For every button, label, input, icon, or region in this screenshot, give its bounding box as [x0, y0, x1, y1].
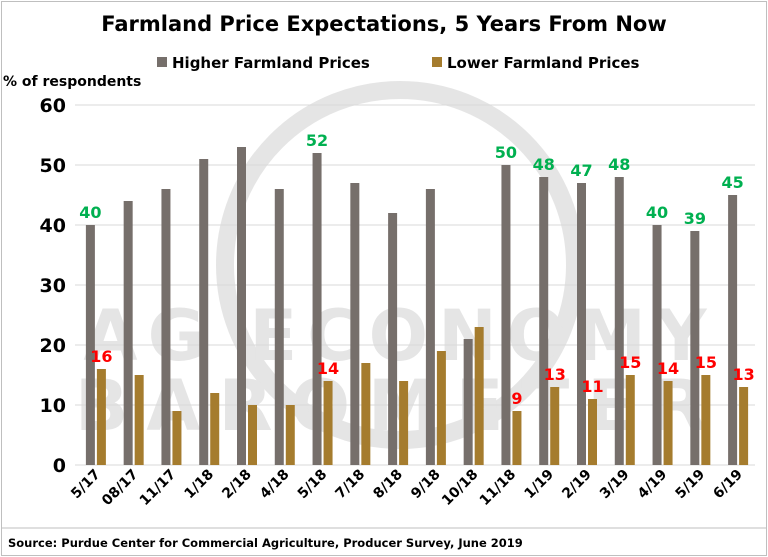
- legend-label: Lower Farmland Prices: [447, 54, 640, 72]
- bar-higher: [463, 339, 473, 465]
- bar-higher: [274, 189, 284, 465]
- legend-swatch: [157, 57, 167, 67]
- bar-lower: [323, 381, 333, 465]
- data-label: 47: [570, 161, 592, 180]
- x-tick-label: 1/19: [521, 467, 557, 503]
- bar-lower: [512, 411, 522, 465]
- y-axis-label: % of respondents: [3, 74, 141, 90]
- bar-higher: [123, 201, 133, 465]
- bar-higher: [728, 195, 738, 465]
- y-tick-label: 30: [40, 275, 66, 297]
- data-label: 15: [619, 353, 641, 372]
- x-tick-label: 2/18: [219, 467, 255, 503]
- data-label: 13: [544, 365, 566, 384]
- bar-higher: [237, 147, 246, 465]
- legend-label: Higher Farmland Prices: [172, 54, 370, 72]
- bar-lower: [550, 387, 560, 465]
- data-label: 39: [684, 209, 706, 228]
- bar-lower: [701, 375, 711, 465]
- bar-lower: [134, 375, 144, 465]
- data-label: 14: [657, 359, 679, 378]
- x-tick-label: 11/18: [477, 467, 519, 509]
- x-tick-label: 2/19: [559, 467, 595, 503]
- bar-higher: [350, 183, 360, 465]
- data-label: 48: [533, 155, 555, 174]
- bar-lower: [285, 405, 295, 465]
- x-tick-label: 8/18: [370, 467, 406, 503]
- data-label: 50: [495, 143, 517, 162]
- data-label: 16: [90, 347, 112, 366]
- bar-lower: [248, 405, 257, 465]
- data-label: 9: [511, 389, 522, 408]
- x-tick-label: 11/17: [137, 467, 179, 509]
- bar-lower: [172, 411, 182, 465]
- bar-higher: [199, 159, 209, 465]
- bar-higher: [614, 177, 624, 465]
- x-tick-label: 5/19: [673, 467, 709, 503]
- x-tick-label: 6/19: [710, 467, 746, 503]
- x-tick-label: 7/18: [333, 467, 369, 503]
- bar-lower: [399, 381, 409, 465]
- bar-lower: [436, 351, 446, 465]
- bar-higher: [690, 231, 700, 465]
- bar-higher: [85, 225, 95, 465]
- x-tick-label: 9/18: [408, 467, 444, 503]
- data-label: 15: [695, 353, 717, 372]
- bar-lower: [96, 369, 106, 465]
- y-tick-label: 10: [40, 395, 66, 417]
- bar-higher: [577, 183, 586, 465]
- x-tick-label: 1/18: [181, 467, 217, 503]
- y-tick-label: 20: [40, 335, 66, 357]
- x-tick-label: 3/19: [597, 467, 633, 503]
- bar-lower: [210, 393, 220, 465]
- bar-higher: [501, 165, 511, 465]
- source-note: Source: Purdue Center for Commercial Agr…: [8, 536, 523, 550]
- legend-swatch: [432, 57, 442, 67]
- data-label: 40: [79, 203, 101, 222]
- x-tick-label: 5/17: [68, 467, 104, 503]
- chart-title: Farmland Price Expectations, 5 Years Fro…: [101, 12, 667, 36]
- data-label: 13: [732, 365, 754, 384]
- bar-higher: [312, 153, 322, 465]
- data-label: 52: [306, 131, 328, 150]
- data-label: 40: [646, 203, 668, 222]
- bar-lower: [588, 399, 597, 465]
- data-label: 45: [721, 173, 743, 192]
- bar-lower: [474, 327, 484, 465]
- y-tick-label: 0: [53, 455, 66, 477]
- bar-higher: [161, 189, 171, 465]
- bar-higher: [652, 225, 662, 465]
- x-tick-label: 10/18: [439, 467, 481, 509]
- x-tick-label: 4/18: [257, 467, 293, 503]
- data-label: 14: [317, 359, 339, 378]
- x-tick-label: 5/18: [295, 467, 331, 503]
- bar-higher: [539, 177, 549, 465]
- bar-lower: [625, 375, 635, 465]
- bar-lower: [663, 381, 673, 465]
- y-tick-label: 50: [40, 155, 66, 177]
- x-tick-label: 4/19: [635, 467, 671, 503]
- bar-lower: [361, 363, 371, 465]
- data-label: 48: [608, 155, 630, 174]
- data-label: 11: [581, 377, 603, 396]
- x-tick-label: 08/17: [99, 467, 141, 509]
- y-tick-label: 40: [40, 215, 66, 237]
- bar-lower: [739, 387, 749, 465]
- bar-higher: [425, 189, 435, 465]
- y-tick-label: 60: [40, 95, 66, 117]
- bar-higher: [388, 213, 398, 465]
